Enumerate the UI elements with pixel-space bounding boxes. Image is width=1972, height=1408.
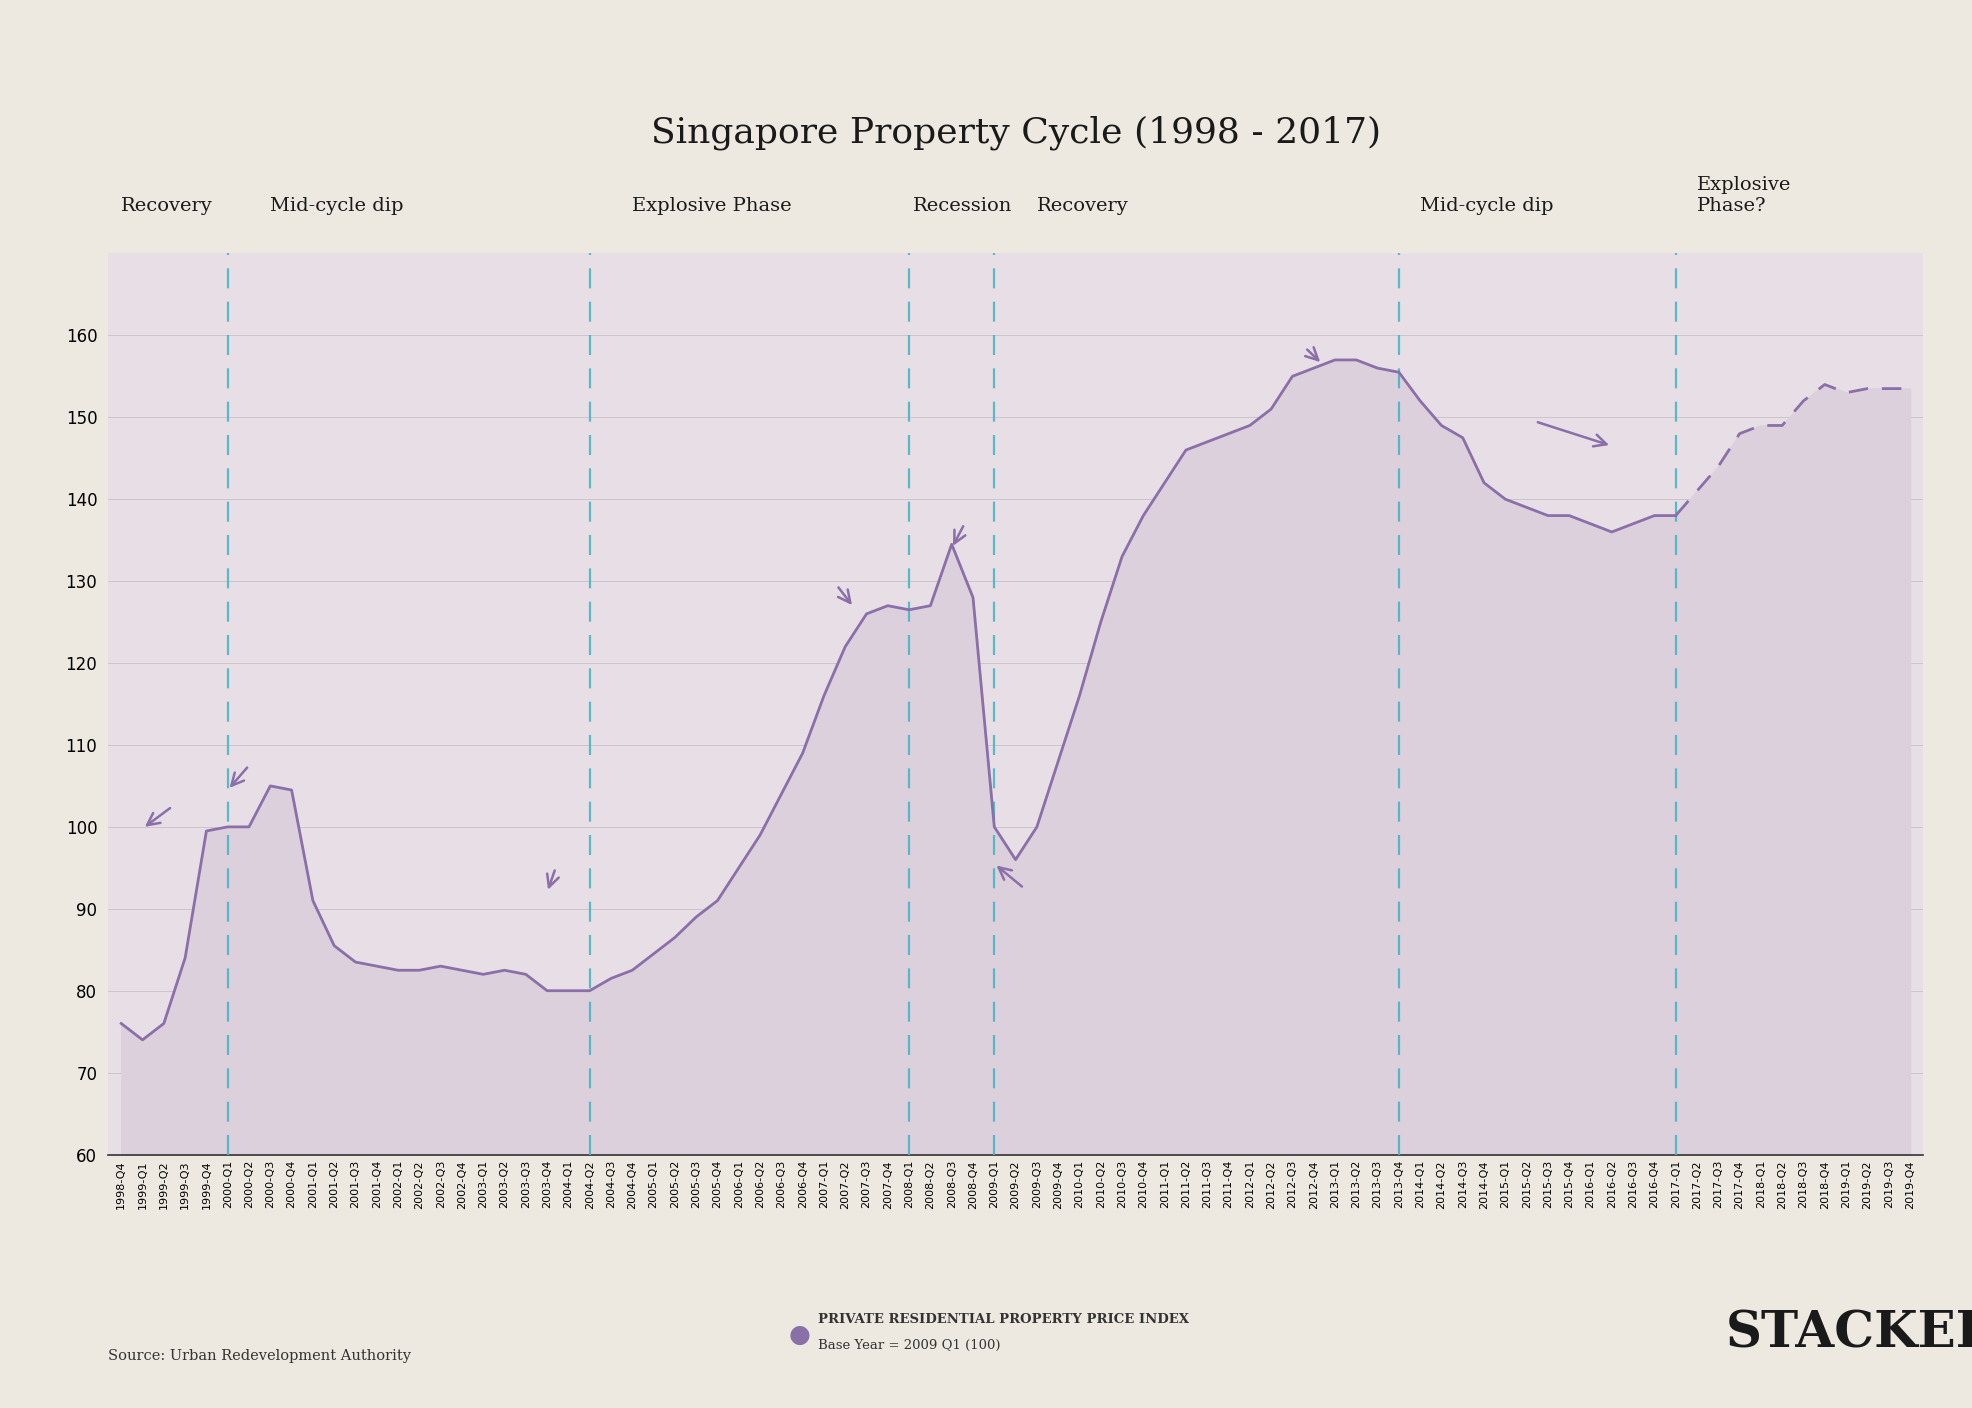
Text: Base Year = 2009 Q1 (100): Base Year = 2009 Q1 (100) bbox=[818, 1339, 1002, 1352]
Text: Explosive
Phase?: Explosive Phase? bbox=[1698, 176, 1791, 214]
Text: PRIVATE RESIDENTIAL PROPERTY PRICE INDEX: PRIVATE RESIDENTIAL PROPERTY PRICE INDEX bbox=[818, 1314, 1189, 1326]
Text: Recovery: Recovery bbox=[120, 197, 213, 214]
Text: Mid-cycle dip: Mid-cycle dip bbox=[270, 197, 404, 214]
Title: Singapore Property Cycle (1998 - 2017): Singapore Property Cycle (1998 - 2017) bbox=[651, 115, 1380, 149]
Text: Mid-cycle dip: Mid-cycle dip bbox=[1420, 197, 1554, 214]
Text: Recovery: Recovery bbox=[1037, 197, 1128, 214]
Text: Recession: Recession bbox=[913, 197, 1014, 214]
Text: STACKED: STACKED bbox=[1726, 1309, 1972, 1359]
Text: Source: Urban Redevelopment Authority: Source: Urban Redevelopment Authority bbox=[108, 1349, 412, 1363]
Text: Explosive Phase: Explosive Phase bbox=[633, 197, 793, 214]
Text: ●: ● bbox=[789, 1322, 810, 1347]
